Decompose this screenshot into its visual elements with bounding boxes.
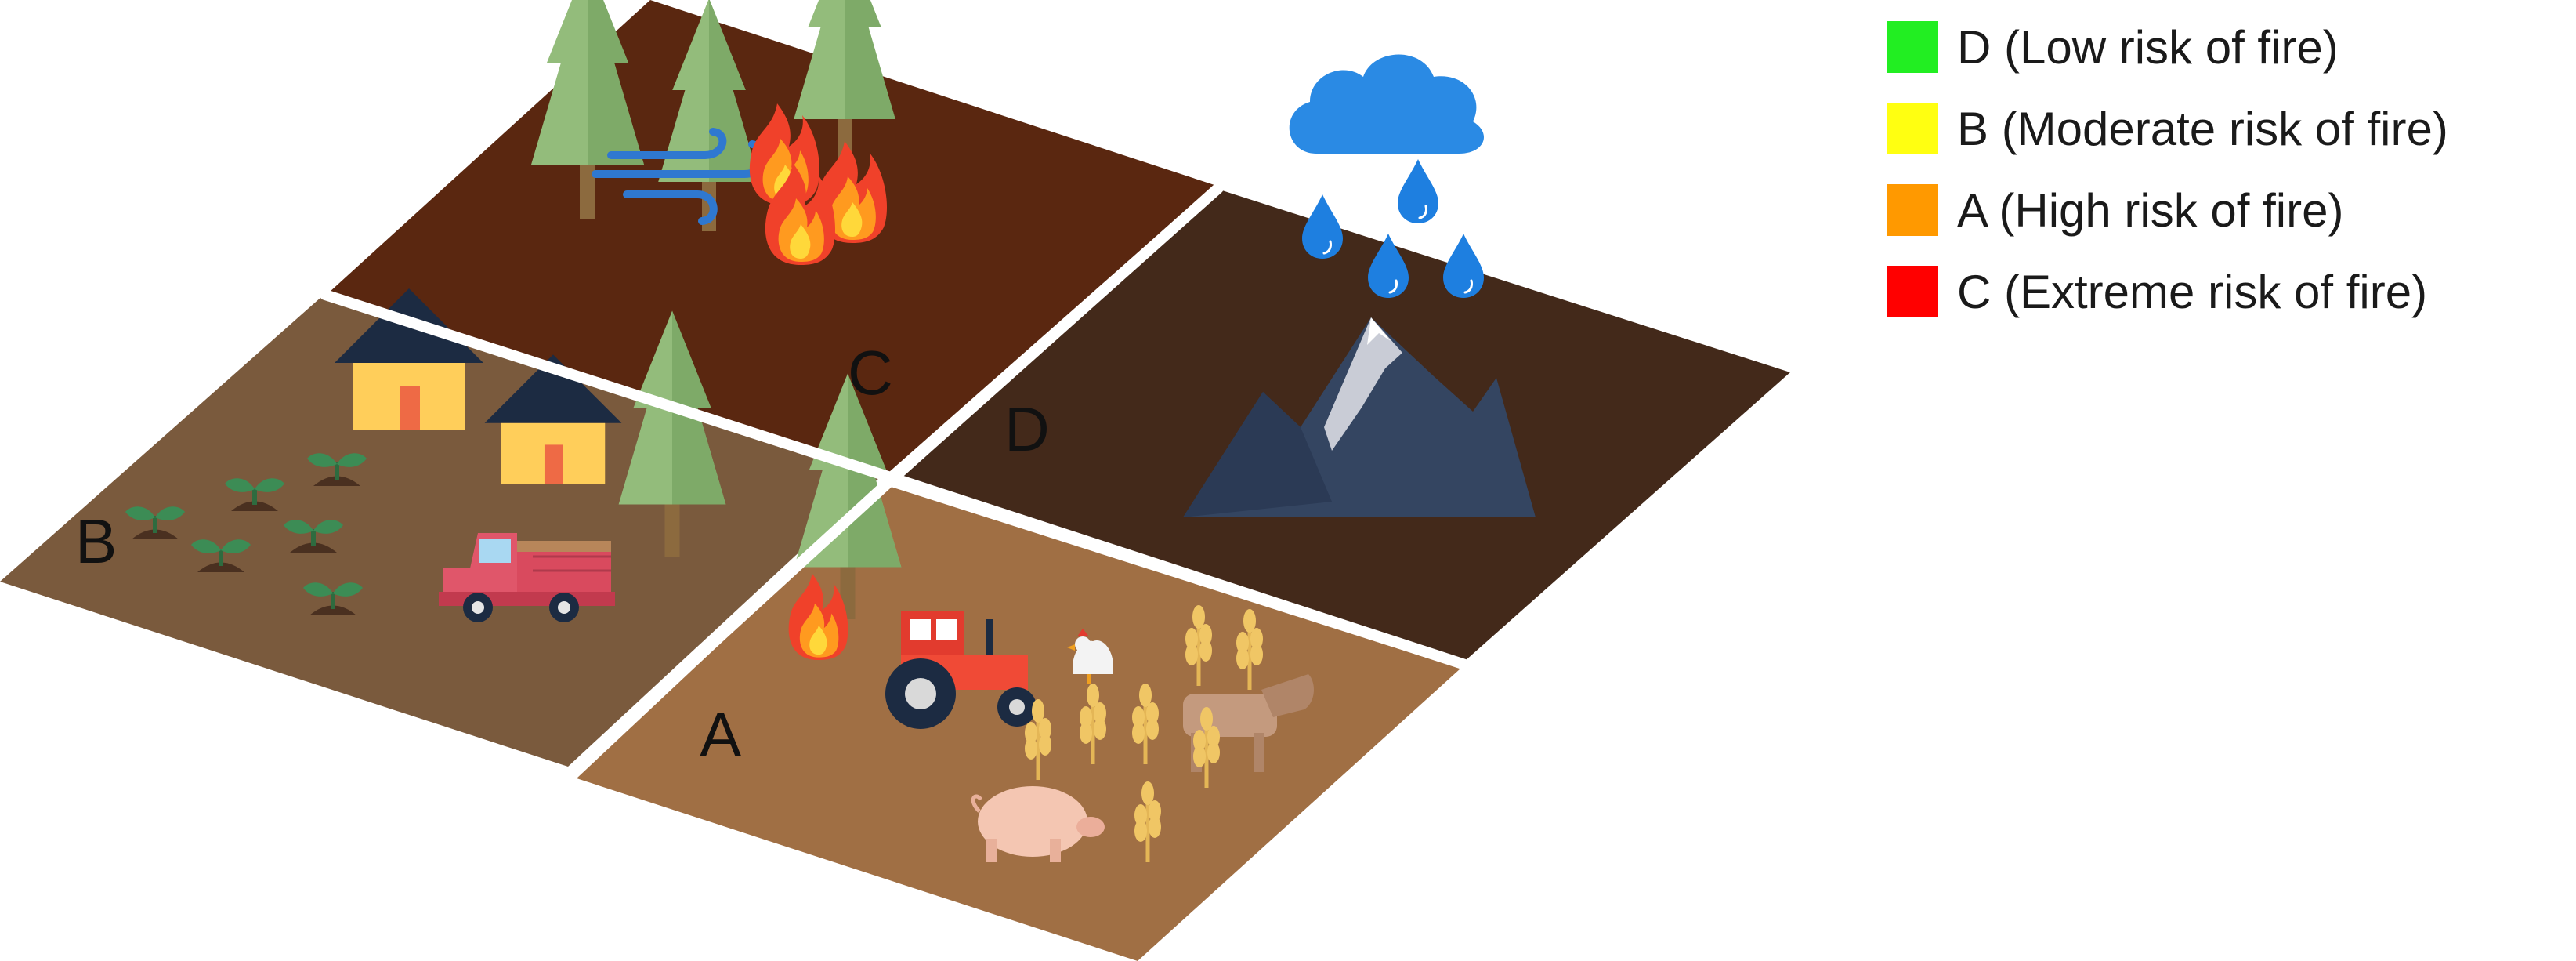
plot-b-contents: B xyxy=(75,288,726,622)
legend-item-c: C (Extreme risk of fire) xyxy=(1887,251,2576,332)
raindrop-icon xyxy=(1442,232,1485,299)
legend-item-b: B (Moderate risk of fire) xyxy=(1887,88,2576,169)
plot-c-contents: C xyxy=(531,0,895,408)
legend-swatch-a xyxy=(1887,184,1938,236)
legend-swatch-b xyxy=(1887,103,1938,154)
plot-separators xyxy=(320,183,1471,778)
legend-label-c: C (Extreme risk of fire) xyxy=(1957,265,2428,318)
truck-icon xyxy=(439,533,615,622)
chicken-icon xyxy=(1067,629,1113,684)
mountain-icon xyxy=(1183,317,1536,517)
plot-a-label: A xyxy=(700,700,742,770)
pig-icon xyxy=(971,786,1105,862)
fire-risk-legend: D (Low risk of fire) B (Moderate risk of… xyxy=(1887,6,2576,332)
legend-swatch-c xyxy=(1887,266,1938,317)
legend-item-d: D (Low risk of fire) xyxy=(1887,6,2576,88)
raindrop-icon xyxy=(1301,193,1344,260)
legend-label-b: B (Moderate risk of fire) xyxy=(1957,102,2448,155)
plot-d-label: D xyxy=(1004,394,1050,464)
tractor-icon xyxy=(885,611,1037,729)
legend-item-a: A (High risk of fire) xyxy=(1887,169,2576,251)
rain-cloud-icon xyxy=(1289,54,1484,154)
legend-swatch-d xyxy=(1887,21,1938,73)
plot-a-contents: A xyxy=(700,373,1314,862)
legend-label-a: A (High risk of fire) xyxy=(1957,183,2344,237)
plot-d-contents: D xyxy=(1004,54,1536,517)
plot-b-label: B xyxy=(75,506,117,576)
raindrop-icon xyxy=(1396,158,1440,225)
legend-label-d: D (Low risk of fire) xyxy=(1957,20,2339,74)
